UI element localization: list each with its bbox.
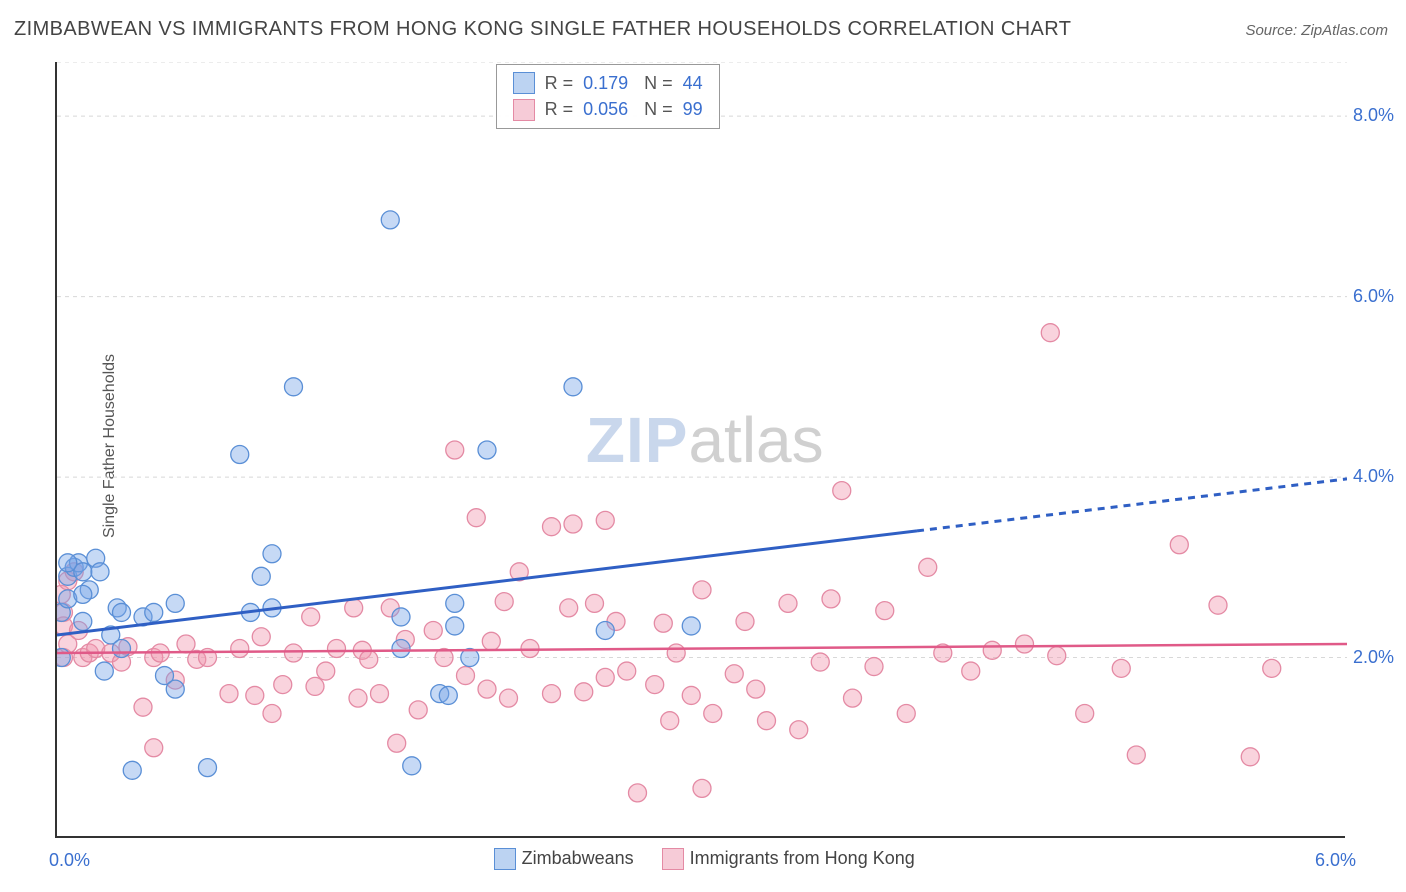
scatter-plot: ZIPatlas R =0.179N =44R =0.056N =99: [55, 62, 1345, 838]
y-tick-label: 8.0%: [1353, 105, 1394, 126]
y-tick-label: 6.0%: [1353, 286, 1394, 307]
x-tick-label: 0.0%: [49, 850, 90, 871]
chart-title: ZIMBABWEAN VS IMMIGRANTS FROM HONG KONG …: [14, 18, 1071, 41]
correlation-legend: R =0.179N =44R =0.056N =99: [496, 64, 720, 129]
x-tick-label: 6.0%: [1315, 850, 1356, 871]
plot-svg: [57, 62, 1347, 838]
source-label: Source: ZipAtlas.com: [1245, 22, 1388, 39]
series-legend: ZimbabweansImmigrants from Hong Kong: [494, 848, 943, 870]
y-tick-label: 2.0%: [1353, 647, 1394, 668]
y-tick-label: 4.0%: [1353, 466, 1394, 487]
